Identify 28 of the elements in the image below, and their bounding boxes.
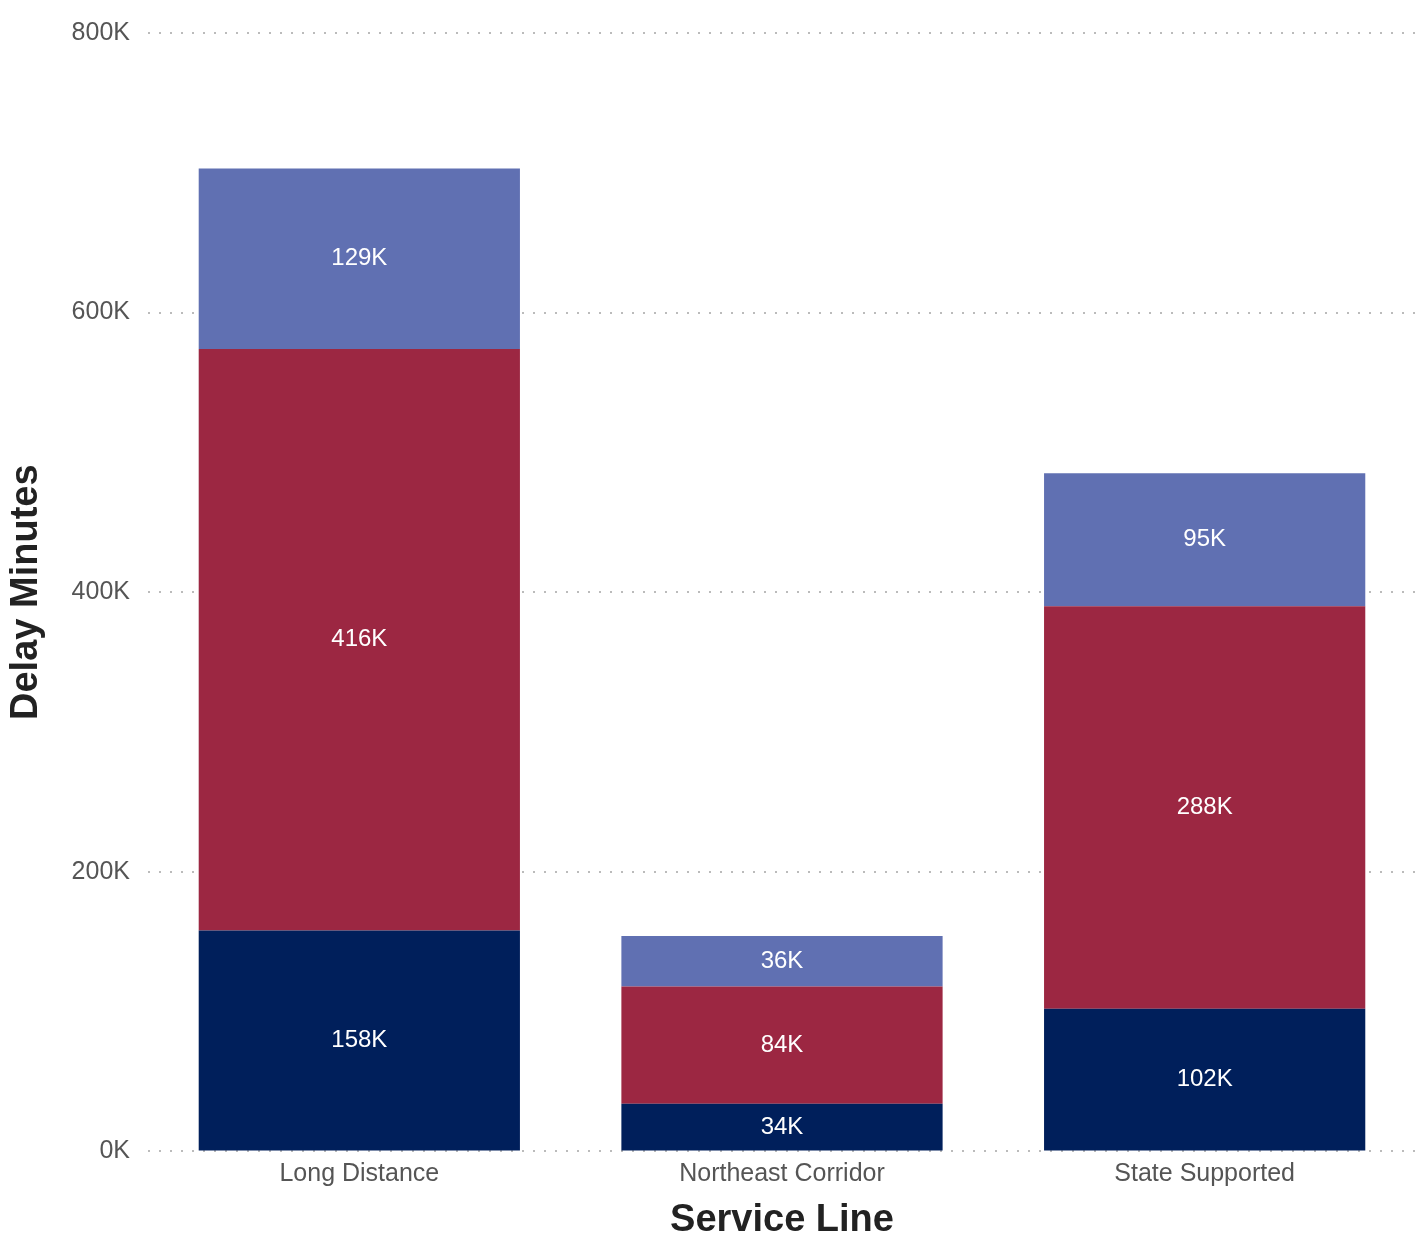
y-tick-label: 800K — [71, 16, 131, 45]
data-label: 95K — [1183, 524, 1227, 552]
data-label: 84K — [760, 1029, 804, 1057]
x-tick-label: State Supported — [1114, 1158, 1296, 1187]
data-label: 129K — [331, 243, 388, 271]
y-axis-title: Delay Minutes — [3, 464, 46, 720]
data-label: 416K — [331, 624, 388, 652]
bar — [1044, 1008, 1366, 1151]
bar — [1044, 473, 1366, 607]
y-tick-label: 600K — [71, 296, 131, 325]
data-label: 102K — [1176, 1064, 1233, 1092]
data-label: 158K — [331, 1025, 388, 1053]
bar — [198, 348, 520, 931]
data-label: 288K — [1176, 792, 1233, 820]
y-tick-label: 0K — [99, 1135, 131, 1164]
x-axis-title: Service Line — [670, 1196, 894, 1239]
bar — [621, 986, 943, 1104]
bar — [621, 1103, 943, 1151]
bar — [198, 930, 520, 1151]
y-tick-label: 200K — [71, 855, 131, 884]
data-label: 34K — [760, 1111, 804, 1139]
bar — [621, 936, 943, 987]
bar — [1044, 606, 1366, 1009]
bar — [198, 168, 520, 349]
x-tick-label: Long Distance — [279, 1158, 440, 1187]
x-tick-label: Northeast Corridor — [679, 1158, 885, 1187]
y-tick-label: 400K — [71, 576, 131, 605]
data-label: 36K — [760, 945, 804, 973]
